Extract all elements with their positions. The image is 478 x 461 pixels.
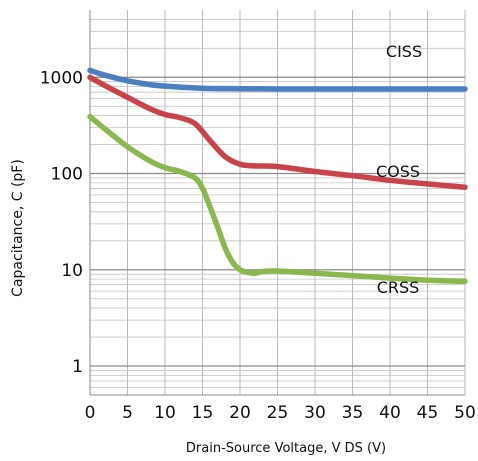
series-line-crss [87,113,468,284]
x-tick-labels: 0 5 10 15 20 25 30 35 40 45 50 [85,403,476,423]
x-axis-title: Drain-Source Voltage, V DS (V) [186,441,386,456]
series-label-coss: COSS [376,162,420,181]
x-tick-label: 0 [85,403,96,423]
x-tick-label: 15 [192,403,214,423]
series-label-crss: CRSS [377,278,420,297]
x-tick-label: 20 [229,403,251,423]
series-line-ciss [87,67,468,92]
y-tick-label: 1 [72,357,83,377]
y-tick-label: 100 [51,165,83,185]
y-tick-label: 1000 [40,68,83,88]
series-label-ciss: CISS [386,42,422,61]
x-tick-label: 10 [154,403,176,423]
x-tick-label: 25 [267,403,289,423]
x-tick-label: 30 [304,403,326,423]
x-tick-label: 5 [122,403,133,423]
grid-lines [89,10,466,396]
series-line-coss [87,74,468,191]
y-axis-title: Capacitance, C (pF) [10,159,26,297]
series-lines [87,67,468,284]
y-tick-label: 10 [61,261,83,281]
x-tick-label: 50 [454,403,476,423]
series-labels: CISS COSS CRSS [376,42,422,297]
x-tick-label: 35 [342,403,364,423]
y-tick-labels: 1 10 100 1000 [40,68,83,377]
x-tick-label: 45 [417,403,439,423]
x-tick-label: 40 [379,403,401,423]
